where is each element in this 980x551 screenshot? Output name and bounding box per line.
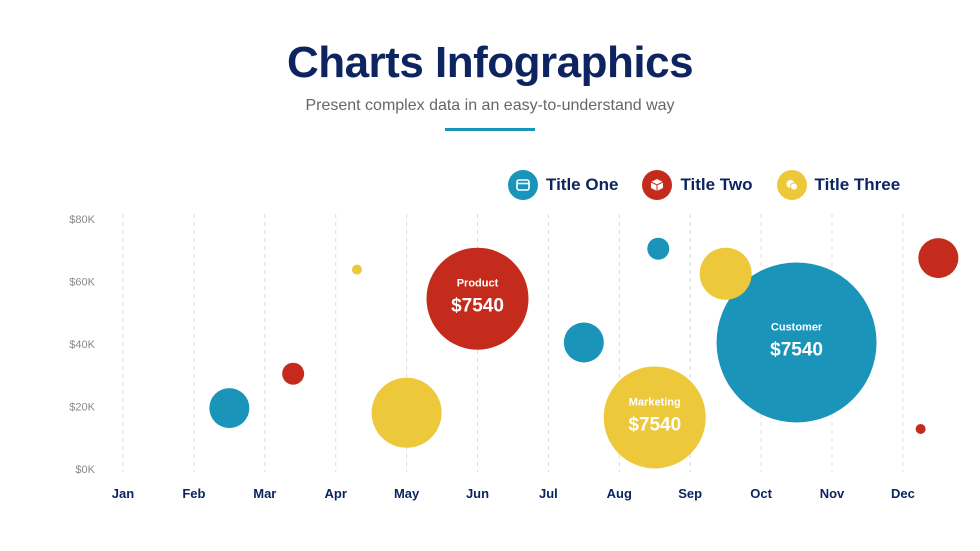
- chart-legend: Title One Title Two Title Three: [508, 169, 924, 201]
- y-tick-label: $40K: [69, 339, 95, 351]
- y-tick-label: $0K: [75, 464, 95, 476]
- bubble: [563, 322, 604, 363]
- bubble: [716, 262, 877, 423]
- x-tick-label: Dec: [891, 486, 915, 501]
- legend-label: Title Two: [680, 175, 753, 194]
- x-tick-label: Oct: [750, 486, 772, 501]
- bubble: [915, 424, 926, 434]
- x-tick-label: Jun: [466, 486, 489, 501]
- bubble: [603, 366, 706, 469]
- x-tick-label: Mar: [253, 486, 276, 501]
- page-subtitle: Present complex data in an easy-to-under…: [305, 97, 675, 114]
- bubble: [699, 247, 752, 300]
- legend-label: Title Three: [814, 175, 901, 194]
- bubble-label: Product: [457, 278, 499, 290]
- x-tick-label: Feb: [182, 486, 205, 501]
- legend-item-title-one[interactable]: Title One: [508, 170, 618, 200]
- x-tick-label: Jul: [539, 486, 558, 501]
- x-tick-label: Apr: [325, 486, 347, 501]
- y-tick-label: $80K: [69, 214, 95, 226]
- x-tick-label: Nov: [820, 486, 845, 501]
- bubble: [209, 388, 250, 429]
- x-tick-label: Jan: [112, 486, 134, 501]
- legend-item-title-two[interactable]: Title Two: [642, 170, 753, 200]
- bubble-label: Marketing: [629, 396, 681, 408]
- y-tick-label: $20K: [69, 402, 95, 414]
- x-tick-label: Aug: [607, 486, 632, 501]
- bubble: [426, 247, 529, 350]
- bubble: [371, 377, 442, 448]
- bubble: [351, 264, 362, 275]
- x-tick-label: Sep: [678, 486, 702, 501]
- bubble: [282, 362, 305, 385]
- bubble-value: $7540: [628, 414, 681, 435]
- card-icon: [508, 170, 538, 200]
- title-accent-line: [445, 128, 535, 131]
- legend-item-title-three[interactable]: Title Three: [776, 170, 901, 200]
- coins-icon: [776, 170, 807, 200]
- bubble: [647, 237, 670, 260]
- page-title: Charts Infographics: [286, 38, 694, 87]
- bubble-value: $7540: [770, 339, 823, 360]
- y-tick-label: $60K: [69, 277, 95, 289]
- bubble-value: $7540: [451, 296, 504, 317]
- box-icon: [642, 170, 673, 200]
- bubble-label: Customer: [771, 321, 823, 333]
- legend-label: Title One: [546, 175, 619, 194]
- x-tick-label: May: [394, 486, 420, 501]
- bubble: [918, 238, 959, 279]
